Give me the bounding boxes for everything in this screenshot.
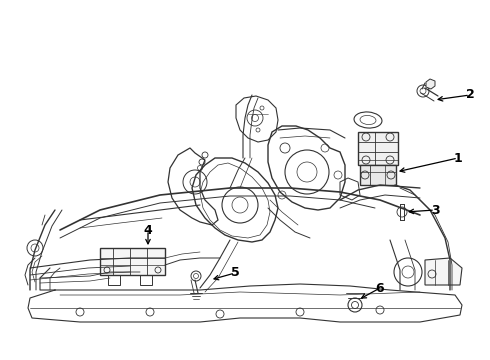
Text: 5: 5 <box>231 266 240 279</box>
Text: 6: 6 <box>376 282 384 294</box>
Text: 2: 2 <box>466 89 474 102</box>
Text: 1: 1 <box>454 152 463 165</box>
Polygon shape <box>426 79 435 89</box>
Polygon shape <box>100 248 165 275</box>
Text: 3: 3 <box>431 203 440 216</box>
Polygon shape <box>360 165 396 185</box>
Polygon shape <box>358 132 398 165</box>
Polygon shape <box>425 258 462 285</box>
Text: 4: 4 <box>144 224 152 237</box>
